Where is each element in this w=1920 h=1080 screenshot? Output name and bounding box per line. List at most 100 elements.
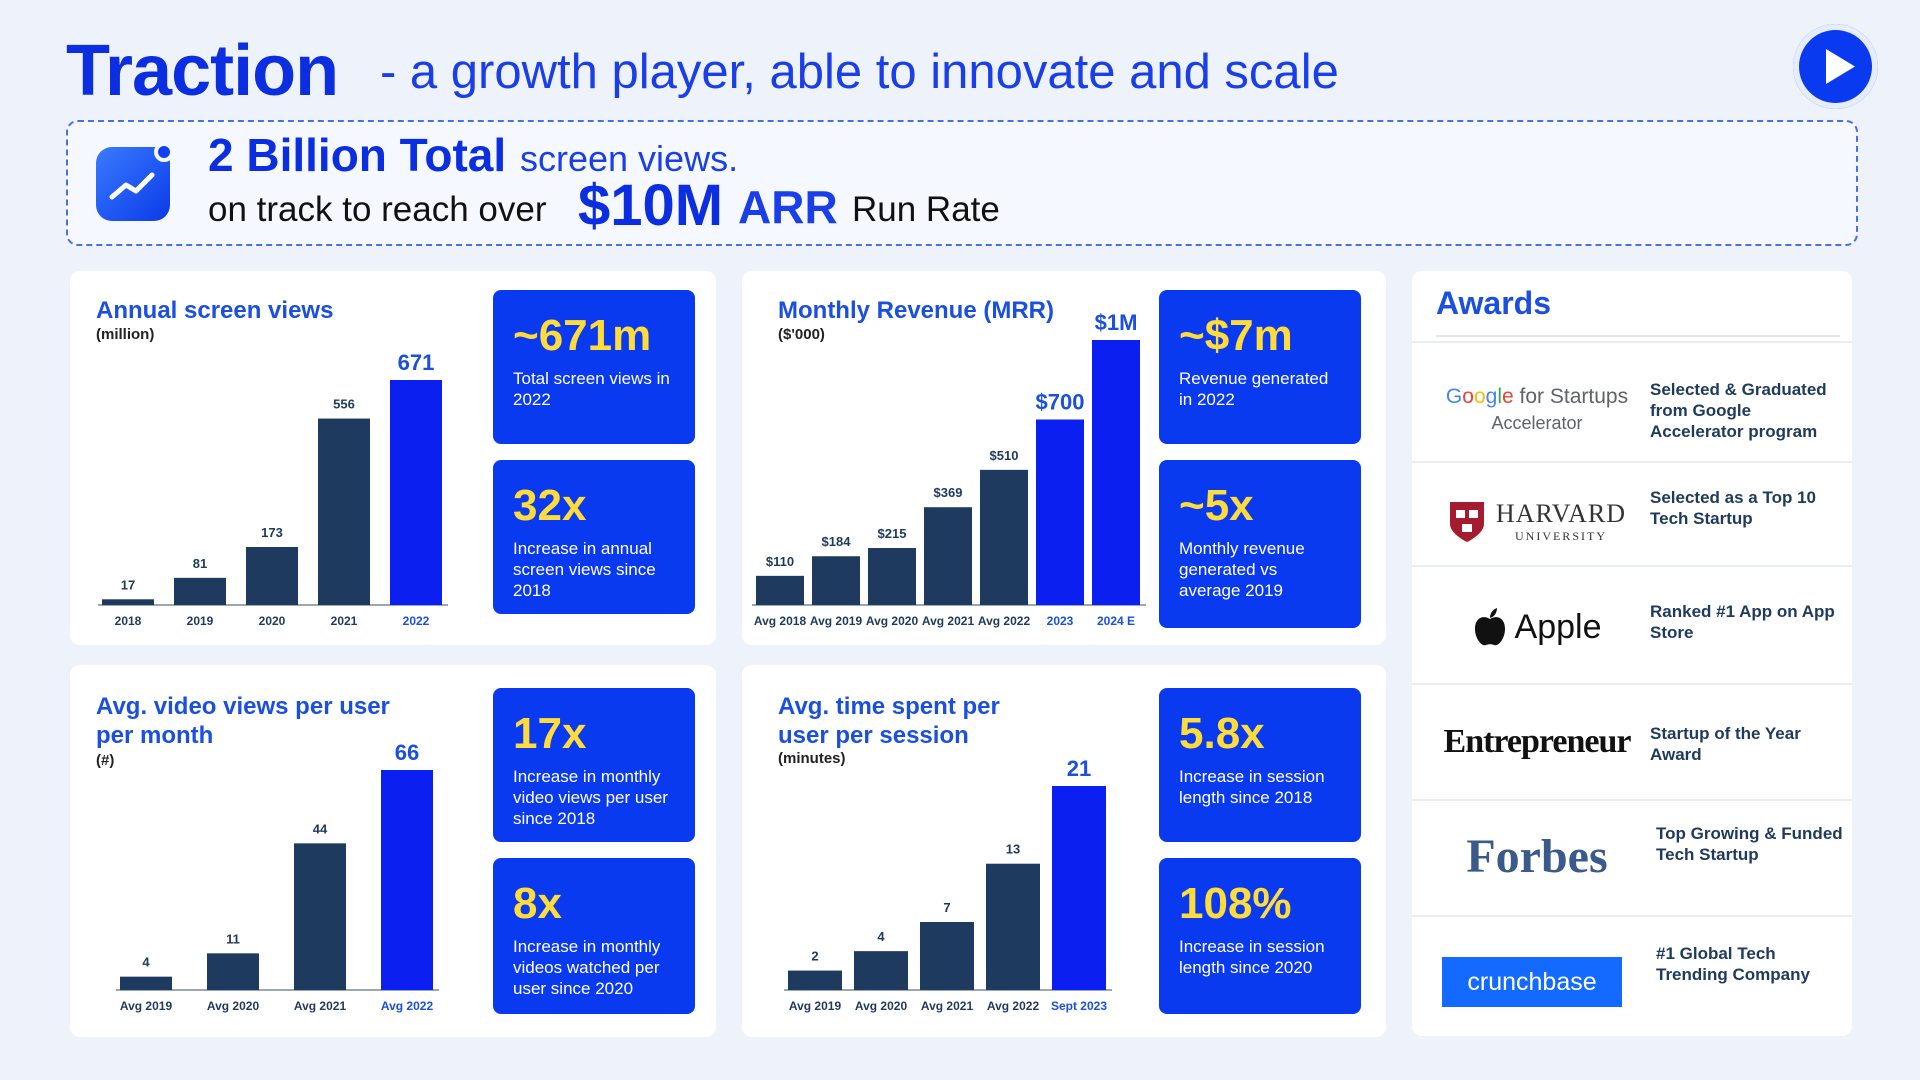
bar	[102, 599, 154, 605]
bar	[920, 922, 974, 990]
award-description: Selected as a Top 10 Tech Startup	[1650, 488, 1816, 528]
category-label: 2020	[259, 614, 286, 628]
entrepreneur-logo: Entrepreneur	[1443, 723, 1632, 760]
bar	[868, 548, 916, 605]
category-label: 2019	[187, 614, 214, 628]
brand-logo-icon	[1793, 24, 1878, 109]
data-label: $700	[1036, 390, 1085, 415]
data-label: $510	[990, 448, 1019, 463]
crunchbase-logo: crunchbase	[1442, 957, 1622, 1007]
category-label: Avg 2019	[120, 999, 173, 1013]
data-label: 173	[261, 525, 283, 540]
bar	[318, 418, 370, 605]
stat-description: Increase in monthly video views per user…	[513, 767, 668, 828]
stat-description: Increase in session length since 2018	[1179, 767, 1325, 807]
data-label: $215	[878, 526, 907, 541]
data-label: 21	[1067, 756, 1091, 781]
chart-unit: ($'000)	[778, 326, 825, 343]
harvard-shield-icon	[1449, 501, 1484, 542]
category-label: 2021	[331, 614, 358, 628]
category-label: Sept 2023	[1051, 999, 1107, 1013]
bar	[174, 577, 226, 605]
data-label: 81	[193, 556, 207, 571]
google-logo: Google for Startups Accelerator	[1445, 385, 1629, 433]
bar	[381, 770, 433, 990]
data-label: 7	[943, 900, 950, 915]
stat-card: ~671m Total screen views in 2022	[493, 290, 695, 444]
apple-logo: Apple	[1432, 607, 1642, 647]
data-label: $184	[822, 534, 852, 549]
bar	[1036, 419, 1084, 605]
stat-card: 32x Increase in annual screen views sinc…	[493, 460, 695, 614]
data-label: 671	[398, 350, 435, 375]
time-spent-chart: 2 Avg 2019 4 Avg 2020 7 Avg 2021 13 Avg 2022 21 S…	[784, 756, 1112, 1013]
data-label: 4	[142, 955, 150, 970]
data-label: $369	[934, 485, 963, 500]
stat-card: 108% Increase in session length since 20…	[1159, 858, 1361, 1014]
data-label: 2	[811, 949, 818, 964]
screen-views-chart: 17 2018 81 2019 173 2020 556 2021 671 2022	[98, 350, 448, 628]
video-views-chart: 4 Avg 2019 11 Avg 2020 44 Avg 2021 66 Avg 2022	[116, 740, 439, 1013]
stat-value: 5.8x	[1179, 709, 1265, 758]
data-label: $110	[766, 554, 794, 569]
category-label: Avg 2021	[922, 614, 975, 628]
awards-title: Awards	[1436, 285, 1552, 321]
stat-description: Increase in monthly videos watched per u…	[513, 937, 661, 998]
category-label: Avg 2019	[789, 999, 842, 1013]
data-label: 13	[1006, 842, 1020, 857]
category-label: Avg 2022	[381, 999, 434, 1013]
chart-title: Avg. time spent per user per session	[778, 693, 1000, 749]
category-label: 2023	[1047, 614, 1074, 628]
bar	[986, 863, 1040, 990]
page-subtitle: - a growth player, able to innovate and …	[380, 45, 1339, 99]
stat-card: 5.8x Increase in session length since 20…	[1159, 688, 1361, 842]
stat-value: 32x	[513, 481, 587, 530]
stat-card: 17x Increase in monthly video views per …	[493, 688, 695, 842]
stat-card: 8x Increase in monthly videos watched pe…	[493, 858, 695, 1014]
category-label: Avg 2021	[921, 999, 974, 1013]
award-item: HARVARD UNIVERSITY Selected as a Top 10 T…	[1412, 461, 1852, 565]
award-description: #1 Global Tech Trending Company	[1656, 944, 1810, 984]
category-label: Avg 2020	[866, 614, 919, 628]
award-item: Google for Startups Accelerator Selected…	[1412, 341, 1852, 461]
harvard-logo: HARVARD UNIVERSITY	[1432, 499, 1642, 544]
stat-value: ~$7m	[1179, 311, 1293, 360]
data-label: 556	[333, 397, 355, 412]
award-item: Entrepreneur Startup of the Year Award	[1412, 683, 1852, 799]
award-description: Ranked #1 App on App Store	[1650, 602, 1835, 642]
data-label: $1M	[1095, 310, 1138, 335]
award-item: crunchbase #1 Global Tech Trending Compa…	[1412, 915, 1852, 1035]
category-label: Avg 2020	[855, 999, 908, 1013]
data-label: 17	[121, 577, 135, 592]
category-label: Avg 2022	[978, 614, 1031, 628]
apple-icon	[1474, 608, 1505, 646]
awards-divider	[1436, 335, 1840, 337]
data-label: 44	[313, 821, 328, 836]
bar	[788, 970, 842, 990]
stat-card: ~$7m Revenue generated in 2022	[1159, 290, 1361, 444]
banner-arr-value: $10M	[578, 173, 724, 238]
stat-card: ~5x Monthly revenue generated vs average…	[1159, 460, 1361, 628]
chart-title: Avg. video views per user per month	[96, 693, 390, 749]
bar	[294, 843, 346, 990]
data-label: 4	[877, 929, 885, 944]
notification-dot-icon	[154, 142, 174, 162]
banner-total-views: 2 Billion Total	[208, 129, 507, 181]
category-label: 2022	[403, 614, 430, 628]
highlight-banner	[66, 120, 1858, 246]
stat-description: Increase in annual screen views since 20…	[513, 539, 656, 600]
category-label: Avg 2020	[207, 999, 260, 1013]
banner-track-text: on track to reach over	[208, 190, 547, 229]
category-label: 2024 E	[1097, 614, 1135, 628]
stat-description: Revenue generated in 2022	[1179, 369, 1329, 409]
bar	[756, 575, 804, 605]
page-title: Traction	[66, 31, 339, 111]
award-description: Top Growing & Funded Tech Startup	[1656, 824, 1843, 864]
category-label: 2018	[115, 614, 142, 628]
award-item: Apple Ranked #1 App on App Store	[1412, 565, 1852, 683]
stat-description: Total screen views in 2022	[513, 369, 670, 409]
bar	[854, 951, 908, 990]
bar	[812, 556, 860, 605]
bar	[924, 507, 972, 605]
banner-run-rate: Run Rate	[852, 190, 1000, 229]
